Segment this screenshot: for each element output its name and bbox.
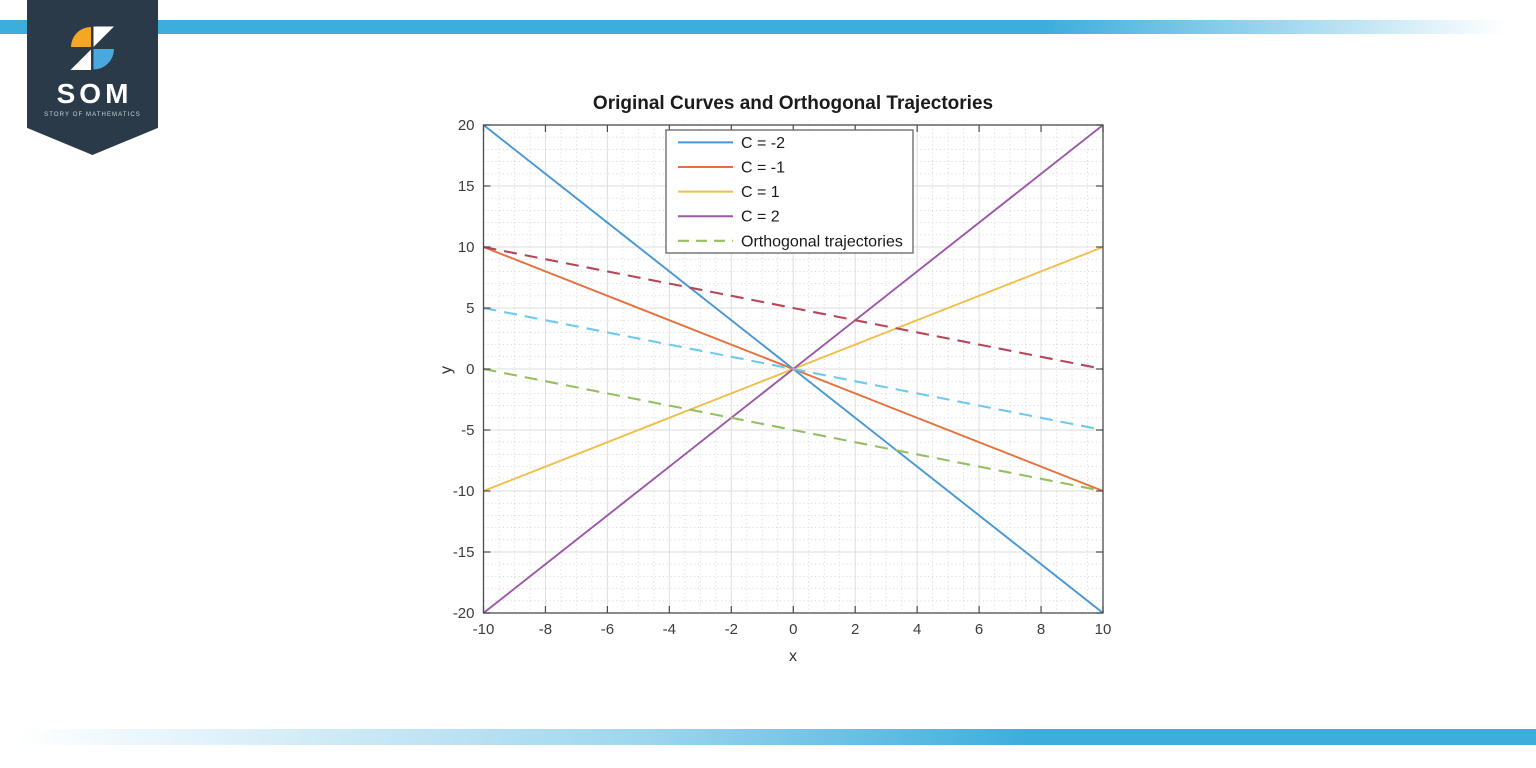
x-axis-label: x: [789, 648, 797, 665]
legend-entry: C = -2: [678, 135, 785, 152]
svg-text:-6: -6: [601, 621, 614, 638]
svg-text:-10: -10: [453, 483, 475, 500]
svg-text:-10: -10: [473, 621, 495, 638]
x-tick-labels: -10 -8 -6 -4 -2 0 2 4 6 8 10: [473, 621, 1112, 638]
top-accent-bar: [0, 20, 1536, 34]
legend-label: Orthogonal trajectories: [741, 233, 903, 250]
axis-ticks: [482, 124, 1104, 614]
logo-text: SOM: [56, 78, 133, 109]
legend-label: C = -2: [741, 135, 785, 152]
legend-entry: C = 1: [678, 184, 780, 201]
svg-text:15: 15: [458, 178, 475, 195]
svg-text:6: 6: [975, 621, 983, 638]
series-line: [483, 306, 1103, 432]
svg-text:0: 0: [466, 361, 474, 378]
svg-text:2: 2: [851, 621, 859, 638]
legend-label: C = 1: [741, 184, 780, 201]
figure: Original Curves and Orthogonal Trajector…: [438, 85, 1130, 690]
legend-label: C = -1: [741, 160, 785, 177]
minor-grid: [483, 125, 1103, 613]
svg-text:4: 4: [913, 621, 921, 638]
svg-text:-5: -5: [461, 422, 474, 439]
legend-entry: Orthogonal trajectories: [678, 233, 903, 250]
legend-label: C = 2: [741, 209, 780, 226]
series-lines: [483, 125, 1103, 613]
svg-text:-15: -15: [453, 544, 475, 561]
svg-text:0: 0: [789, 621, 797, 638]
major-grid: [483, 125, 1103, 613]
svg-text:10: 10: [1095, 621, 1112, 638]
series-line: [483, 245, 1103, 371]
legend-entry: C = 2: [678, 209, 780, 226]
svg-text:-4: -4: [663, 621, 676, 638]
svg-text:20: 20: [458, 117, 475, 134]
bottom-accent-bar: [0, 729, 1536, 745]
svg-text:8: 8: [1037, 621, 1045, 638]
svg-text:-2: -2: [725, 621, 738, 638]
series-line: [483, 367, 1103, 493]
svg-text:10: 10: [458, 239, 475, 256]
legend-entry: C = -1: [678, 160, 785, 177]
svg-text:-8: -8: [539, 621, 552, 638]
chart-title: Original Curves and Orthogonal Trajector…: [592, 93, 994, 114]
y-tick-labels: -20 -15 -10 -5 0 5 10 15 20: [453, 117, 475, 622]
chart-legend: C = -2 C = -1 C = 1 C = 2 Orthogonal traject…: [665, 129, 914, 254]
svg-text:5: 5: [466, 300, 474, 317]
som-logo-icon: [70, 26, 114, 70]
y-axis-label: y: [438, 366, 455, 374]
som-logo: SOM STORY OF MATHEMATICS: [27, 0, 158, 155]
svg-text:-20: -20: [453, 605, 475, 622]
logo-tagline: STORY OF MATHEMATICS: [44, 112, 141, 118]
